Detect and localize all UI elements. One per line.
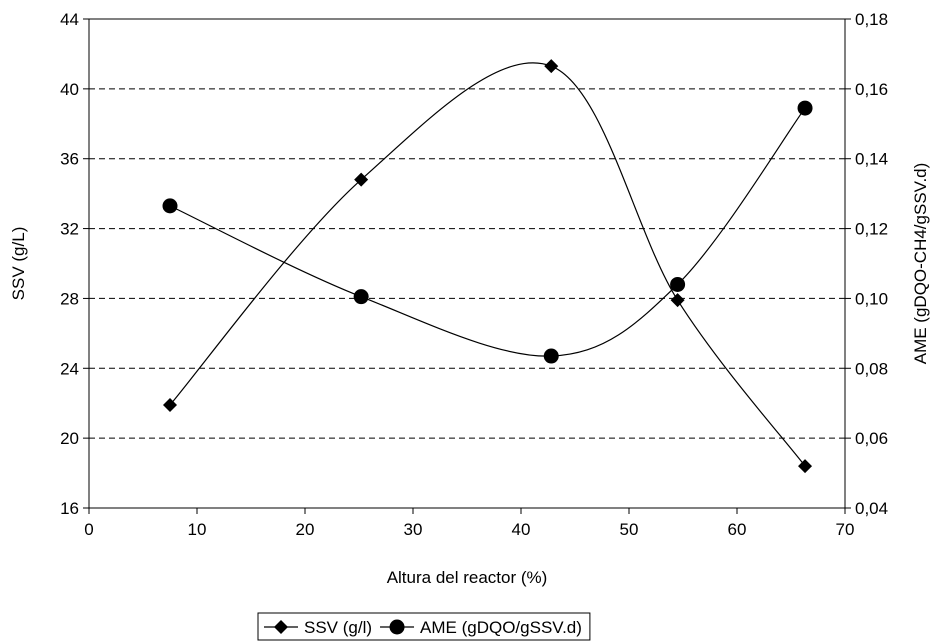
legend-label: AME (gDQO/gSSV.d) [420, 618, 582, 637]
legend-label: SSV (g/l) [304, 618, 372, 637]
diamond-marker [163, 397, 177, 412]
diamond-marker [798, 459, 813, 474]
diamond-marker [670, 293, 685, 308]
circle-marker [797, 100, 813, 116]
y-left-tick-label: 20 [60, 429, 79, 448]
legend-item-2: AME (gDQO/gSSV.d) [380, 618, 582, 637]
circle-marker [543, 348, 559, 364]
legend-item-1: SSV (g/l) [264, 618, 372, 637]
y-right-tick-label: 0,16 [855, 80, 888, 99]
circle-marker [670, 276, 686, 292]
y-right-tick-label: 0,14 [855, 150, 888, 169]
y-right-tick-label: 0,12 [855, 220, 888, 239]
diamond-marker [544, 59, 559, 74]
y-left-tick-label: 36 [60, 150, 79, 169]
y-left-tick-label: 40 [60, 80, 79, 99]
series-line [169, 62, 806, 467]
gridlines [89, 88, 845, 439]
circle-marker [353, 289, 369, 305]
x-tick-label: 0 [84, 520, 93, 539]
x-tick-label: 60 [728, 520, 747, 539]
x-tick-label: 30 [404, 520, 423, 539]
legend-items: SSV (g/l) AME (gDQO/gSSV.d) [264, 618, 582, 637]
x-axis: 0 10 20 30 40 50 60 70 [84, 508, 854, 539]
legend: SSV (g/l) AME (gDQO/gSSV.d) [257, 612, 591, 641]
legend-box [257, 612, 591, 641]
diamond-marker [354, 172, 369, 187]
y-right-tick-label: 0,10 [855, 289, 888, 308]
y-right-tick-label: 0,18 [855, 10, 888, 29]
series-1 [163, 59, 813, 474]
y-right-tick-label: 0,08 [855, 359, 888, 378]
plot-area-frame [88, 18, 846, 509]
x-axis-title: Altura del reactor (%) [387, 568, 548, 587]
series-line [169, 107, 806, 357]
x-tick-label: 10 [188, 520, 207, 539]
y-left-tick-label: 16 [60, 499, 79, 518]
y-axis-left-title: SSV (g/L) [9, 227, 28, 301]
legend-circle-marker [389, 619, 405, 635]
circle-marker [162, 198, 178, 214]
y-axis-right-title: AME (gDQO-CH4/gSSV.d) [911, 163, 930, 365]
series-layer [162, 59, 813, 474]
y-axis-left: 16 20 24 28 32 36 40 44 [60, 10, 89, 518]
y-axis-right: 0,04 0,06 0,08 0,10 0,12 0,14 0,16 0,18 [845, 10, 888, 518]
x-tick-label: 40 [512, 520, 531, 539]
x-tick-label: 50 [620, 520, 639, 539]
y-left-tick-label: 32 [60, 220, 79, 239]
y-left-tick-label: 28 [60, 289, 79, 308]
legend-diamond-marker [274, 620, 288, 634]
x-tick-label: 70 [836, 520, 855, 539]
y-left-tick-label: 24 [60, 359, 79, 378]
series-2 [162, 100, 813, 364]
y-right-tick-label: 0,04 [855, 499, 888, 518]
x-tick-label: 20 [296, 520, 315, 539]
y-left-tick-label: 44 [60, 10, 79, 29]
y-right-tick-label: 0,06 [855, 429, 888, 448]
